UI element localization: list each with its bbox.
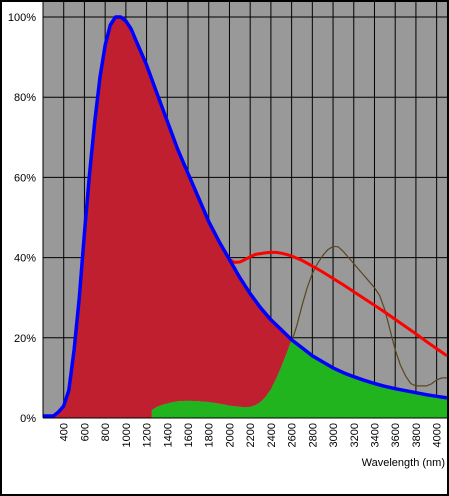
x-tick-label: 400 — [59, 423, 71, 441]
x-tick-labels: 400 600 800 1000 1200 1400 1600 1800 2000 2200 240… — [59, 423, 444, 448]
y-tick-label: 0% — [20, 413, 36, 425]
x-tick-label: 3000 — [328, 423, 340, 447]
x-tick-label: 1400 — [162, 423, 174, 447]
x-tick-label: 1600 — [183, 423, 195, 447]
brown-series-line — [291, 245, 447, 387]
x-tick-label: 2000 — [225, 423, 237, 447]
x-tick-label: 3400 — [370, 423, 382, 447]
green-area — [151, 339, 448, 418]
x-tick-label: 2400 — [266, 423, 278, 447]
x-tick-label: 2600 — [287, 423, 299, 447]
area-fills — [43, 17, 448, 418]
x-tick-label: 3600 — [390, 423, 402, 447]
y-tick-label: 60% — [14, 172, 36, 184]
x-tick-label: 2800 — [307, 423, 319, 447]
y-tick-label: 100% — [8, 12, 36, 24]
y-tick-labels: 0% 20% 40% 60% 80% 100% — [8, 12, 36, 425]
x-tick-label: 2200 — [245, 423, 257, 447]
x-tick-label: 1000 — [121, 423, 133, 447]
x-tick-label: 3200 — [349, 423, 361, 447]
blue-series-line — [43, 15, 448, 418]
x-tick-label: 1200 — [142, 423, 154, 447]
x-tick-label: 800 — [100, 423, 112, 441]
y-tick-label: 20% — [14, 333, 36, 345]
x-tick-label: 600 — [79, 423, 91, 441]
x-axis-title: Wavelength (nm) — [362, 457, 445, 469]
red-area — [43, 17, 292, 418]
y-tick-label: 40% — [14, 253, 36, 265]
x-tick-label: 3800 — [411, 423, 423, 447]
red-series-line — [228, 250, 448, 358]
y-tick-label: 80% — [14, 92, 36, 104]
x-tick-label: 1800 — [204, 423, 216, 447]
curves — [43, 15, 448, 418]
x-tick-label: 4000 — [432, 423, 444, 447]
